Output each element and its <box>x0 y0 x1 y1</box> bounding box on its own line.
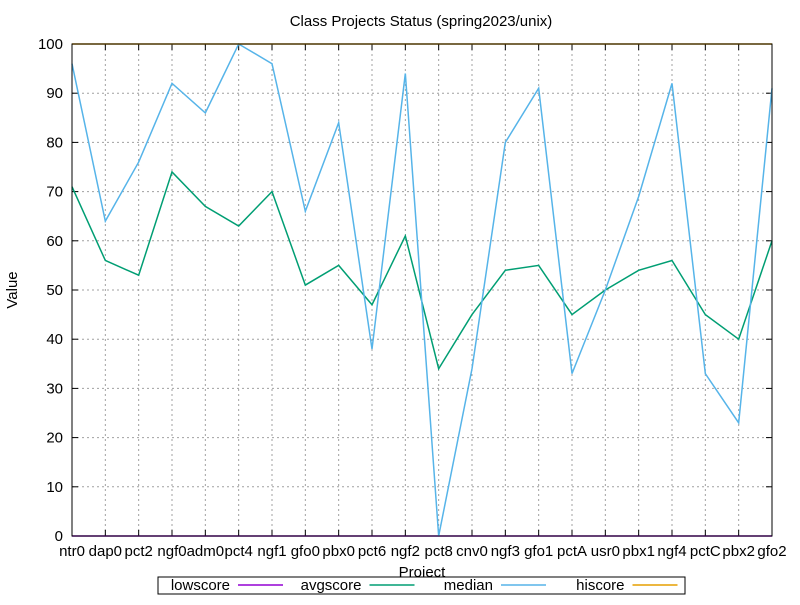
x-tick-label: ngf4 <box>657 543 686 560</box>
x-tick-label: ngf1 <box>257 543 286 560</box>
y-tick-label: 70 <box>46 184 63 201</box>
x-tick-label: dap0 <box>89 543 122 560</box>
legend-label: median <box>444 577 493 594</box>
y-tick-label: 0 <box>55 528 63 545</box>
x-tick-label: gfo1 <box>524 543 553 560</box>
x-tick-label: pct6 <box>358 543 386 560</box>
x-tick-label: gfo0 <box>291 543 320 560</box>
legend-label: hiscore <box>576 577 624 594</box>
legend-label: avgscore <box>301 577 362 594</box>
x-tick-label: cnv0 <box>456 543 488 560</box>
y-tick-label: 80 <box>46 134 63 151</box>
x-tick-label: ngf0 <box>157 543 186 560</box>
y-tick-label: 50 <box>46 282 63 299</box>
y-tick-label: 90 <box>46 85 63 102</box>
y-tick-label: 20 <box>46 430 63 447</box>
x-tick-label: pct2 <box>124 543 152 560</box>
y-tick-label: 40 <box>46 331 63 348</box>
chart-title: Class Projects Status (spring2023/unix) <box>290 13 553 30</box>
y-tick-label: 10 <box>46 479 63 496</box>
x-tick-label: gfo2 <box>757 543 786 560</box>
x-tick-label: pctA <box>557 543 587 560</box>
x-tick-label: pct4 <box>224 543 252 560</box>
x-tick-label: usr0 <box>591 543 620 560</box>
series-line-median <box>71 42 773 537</box>
x-tick-label: pbx0 <box>322 543 355 560</box>
legend-label: lowscore <box>171 577 230 594</box>
x-tick-label: ntr0 <box>59 543 85 560</box>
y-tick-label: 60 <box>46 233 63 250</box>
x-tick-label: pct8 <box>424 543 452 560</box>
x-tick-label: pctC <box>690 543 721 560</box>
legend: lowscore avgscore median hiscore <box>157 576 686 595</box>
x-tick-label: adm0 <box>187 543 225 560</box>
y-axis-label: Value <box>4 271 21 308</box>
plot-border <box>71 43 773 537</box>
x-tick-label: pbx2 <box>722 543 755 560</box>
y-tick-label: 100 <box>38 36 63 53</box>
x-tick-label: pbx1 <box>622 543 655 560</box>
x-tick-label: ngf3 <box>491 543 520 560</box>
y-tick-label: 30 <box>46 380 63 397</box>
x-tick-label: ngf2 <box>391 543 420 560</box>
grid <box>72 44 772 536</box>
legend-box <box>157 576 686 595</box>
